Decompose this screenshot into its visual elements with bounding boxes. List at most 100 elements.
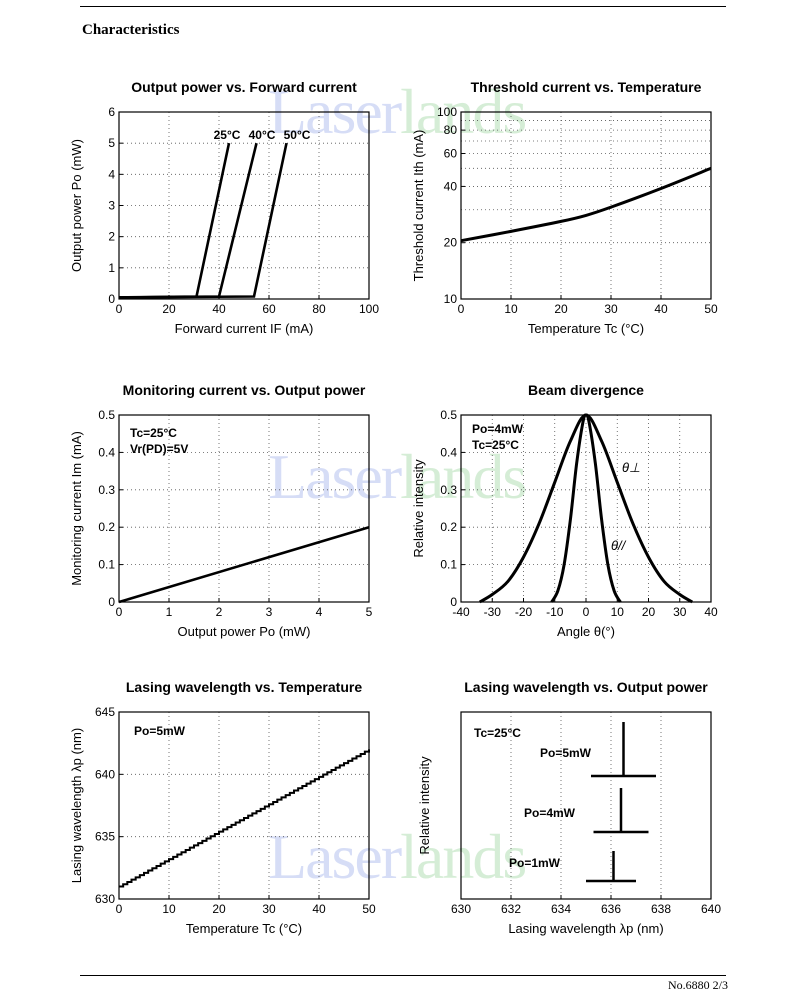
x-tick-label: -40: [452, 605, 470, 619]
y-tick-label: 645: [95, 705, 115, 719]
y-tick-label: 0: [108, 292, 115, 306]
chart-title: Output power vs. Forward current: [131, 79, 357, 95]
x-tick-label: 30: [262, 902, 276, 916]
x-tick-label: 50: [704, 302, 718, 316]
x-tick-label: 1: [166, 605, 173, 619]
x-tick-label: 4: [316, 605, 323, 619]
chart-title: Monitoring current vs. Output power: [123, 382, 366, 398]
y-tick-label: 0.4: [98, 445, 115, 459]
x-axis-label: Forward current IF (mA): [175, 321, 314, 336]
x-tick-label: 0: [116, 902, 123, 916]
x-tick-label: 10: [162, 902, 176, 916]
bottom-rule: [80, 975, 726, 976]
x-tick-label: 630: [451, 902, 471, 916]
chart-title: Lasing wavelength vs. Temperature: [126, 679, 362, 695]
x-axis-label: Output power Po (mW): [178, 624, 311, 639]
doc-ref: No.6880 2/3: [668, 978, 728, 992]
series-line: [118, 142, 288, 299]
x-tick-label: 638: [651, 902, 671, 916]
series-line: [119, 749, 370, 888]
y-tick-label: 0.3: [98, 483, 115, 497]
x-tick-label: 40: [212, 302, 226, 316]
chart-annotation: Tc=25°C: [474, 726, 521, 740]
y-tick-label: 10: [444, 292, 458, 306]
y-tick-label: 0: [108, 595, 115, 609]
x-tick-label: -20: [515, 605, 533, 619]
chart-title: Lasing wavelength vs. Output power: [464, 679, 708, 695]
x-tick-label: 40: [704, 605, 718, 619]
chart-annotation: Po=4mW: [472, 422, 524, 436]
x-tick-label: 0: [116, 605, 123, 619]
chart-annotation: 50°C: [284, 128, 311, 142]
y-tick-label: 6: [108, 105, 115, 119]
x-tick-label: 80: [312, 302, 326, 316]
x-tick-label: 40: [654, 302, 668, 316]
x-axis-label: Lasing wavelength λp (nm): [508, 921, 663, 936]
plot-frame: [118, 111, 370, 300]
series-line: [460, 166, 712, 243]
y-tick-label: 3: [108, 199, 115, 213]
x-tick-label: 632: [501, 902, 521, 916]
y-axis-label: Lasing wavelength λp (nm): [69, 728, 84, 883]
x-tick-label: 10: [504, 302, 518, 316]
chart-annotation: Po=1mW: [509, 856, 561, 870]
chart-annotation: θ//: [611, 538, 627, 553]
x-tick-label: 100: [359, 302, 379, 316]
y-tick-label: 40: [444, 179, 458, 193]
series-line: [550, 413, 622, 603]
y-tick-label: 0.2: [440, 520, 457, 534]
x-tick-label: 20: [642, 605, 656, 619]
y-tick-label: 0.1: [440, 558, 457, 572]
y-tick-label: 100: [437, 105, 457, 119]
chart-annotation: 40°C: [249, 128, 276, 142]
x-tick-label: 30: [673, 605, 687, 619]
y-tick-label: 2: [108, 230, 115, 244]
y-tick-label: 635: [95, 830, 115, 844]
y-tick-label: 80: [444, 123, 458, 137]
y-axis-label: Monitoring current Im (mA): [69, 431, 84, 586]
plot-frame: [460, 711, 712, 900]
y-tick-label: 0.1: [98, 558, 115, 572]
y-tick-label: 20: [444, 236, 458, 250]
chart-annotation: Po=4mW: [524, 806, 576, 820]
x-tick-label: 640: [701, 902, 721, 916]
x-tick-label: 3: [266, 605, 273, 619]
x-tick-label: 20: [554, 302, 568, 316]
x-tick-label: 50: [362, 902, 376, 916]
y-tick-label: 640: [95, 767, 115, 781]
x-tick-label: 20: [212, 902, 226, 916]
x-tick-label: 634: [551, 902, 571, 916]
section-title: Characteristics: [82, 22, 180, 38]
x-tick-label: 40: [312, 902, 326, 916]
chart-annotation: Tc=25°C: [130, 426, 177, 440]
y-axis-label: Threshold current Ith (mA): [411, 130, 426, 282]
y-axis-label: Relative intensity: [417, 756, 432, 855]
x-tick-label: 0: [116, 302, 123, 316]
top-rule: [80, 6, 726, 7]
x-axis-label: Angle θ(°): [557, 624, 615, 639]
y-tick-label: 0.4: [440, 445, 457, 459]
y-tick-label: 0.2: [98, 520, 115, 534]
chart-annotation: 25°C: [214, 128, 241, 142]
x-tick-label: -30: [484, 605, 502, 619]
y-tick-label: 0.3: [440, 483, 457, 497]
y-tick-label: 4: [108, 167, 115, 181]
chart-annotation: Tc=25°C: [472, 438, 519, 452]
series-line: [118, 142, 231, 299]
chart-annotation: Po=5mW: [134, 724, 186, 738]
x-tick-label: 636: [601, 902, 621, 916]
y-tick-label: 0.5: [440, 408, 457, 422]
x-tick-label: 0: [583, 605, 590, 619]
chart-annotation: Po=5mW: [540, 746, 592, 760]
x-tick-label: 5: [366, 605, 373, 619]
x-axis-label: Temperature Tc (°C): [528, 321, 644, 336]
y-tick-label: 1: [108, 261, 115, 275]
plot-frame: [460, 111, 712, 300]
x-tick-label: 20: [162, 302, 176, 316]
x-tick-label: 30: [604, 302, 618, 316]
y-axis-label: Relative intensity: [411, 459, 426, 558]
y-tick-label: 60: [444, 146, 458, 160]
x-tick-label: -10: [546, 605, 564, 619]
series-line: [118, 142, 258, 299]
